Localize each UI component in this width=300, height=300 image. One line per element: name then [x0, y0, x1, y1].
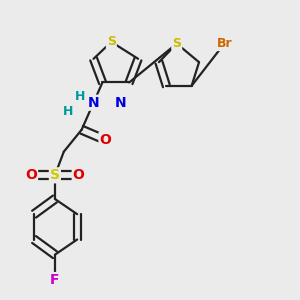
Text: O: O — [73, 168, 85, 182]
Text: N: N — [88, 96, 99, 110]
Text: O: O — [100, 133, 111, 147]
Text: H: H — [63, 105, 74, 118]
Text: H: H — [75, 90, 85, 103]
Text: O: O — [25, 168, 37, 182]
Text: Br: Br — [217, 37, 232, 50]
Text: S: S — [107, 35, 116, 48]
Text: N: N — [115, 96, 126, 110]
Text: S: S — [50, 168, 60, 182]
Text: F: F — [50, 273, 60, 287]
Text: S: S — [172, 37, 181, 50]
